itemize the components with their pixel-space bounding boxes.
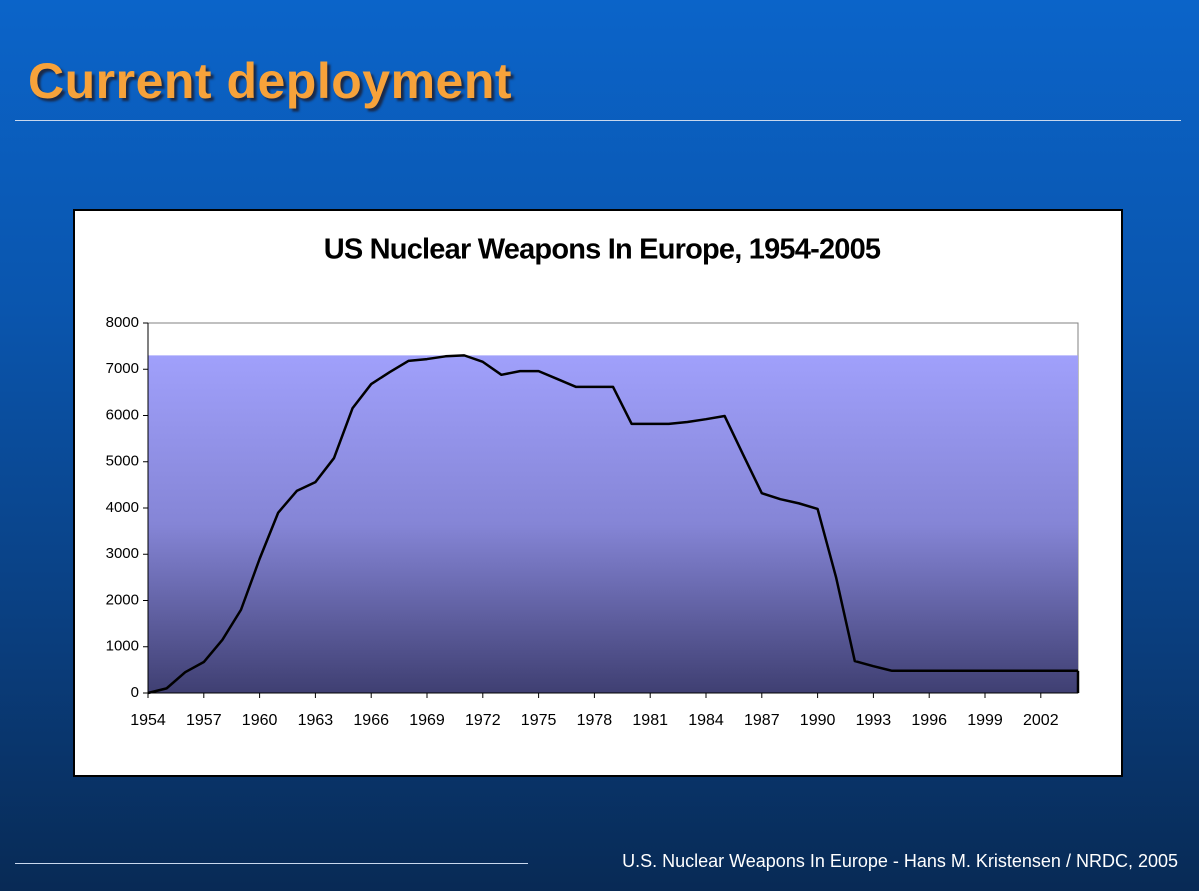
y-tick-label: 7000 <box>106 360 139 377</box>
x-tick-label: 1966 <box>353 712 389 729</box>
x-tick-label: 1987 <box>744 712 780 729</box>
title-rule <box>15 120 1181 121</box>
slide-title: Current deployment <box>28 53 513 109</box>
y-tick-label: 0 <box>131 684 139 701</box>
x-tick-label: 1975 <box>521 712 557 729</box>
data-line <box>147 354 1078 695</box>
footer-rule <box>15 863 528 864</box>
x-tick-label: 1969 <box>409 712 445 729</box>
chart: US Nuclear Weapons In Europe, 1954-2005 … <box>106 234 1080 729</box>
x-tick-label: 1954 <box>130 712 166 729</box>
y-tick-label: 8000 <box>106 314 139 331</box>
y-tick-label: 5000 <box>106 453 139 470</box>
x-tick-label: 1957 <box>186 712 222 729</box>
y-tick-label: 4000 <box>106 499 139 516</box>
y-tick-label: 6000 <box>106 406 139 423</box>
x-tick-label: 1981 <box>632 712 668 729</box>
x-tick-label: 1990 <box>800 712 836 729</box>
plot-fill <box>148 355 1078 693</box>
y-tick-label: 3000 <box>106 545 139 562</box>
x-tick-label: 1993 <box>856 712 892 729</box>
x-tick-label: 1999 <box>967 712 1003 729</box>
y-tick-label: 2000 <box>106 591 139 608</box>
chart-panel: US Nuclear Weapons In Europe, 1954-2005 … <box>73 209 1123 777</box>
y-tick-label: 1000 <box>106 638 139 655</box>
x-tick-label: 1984 <box>688 712 724 729</box>
x-tick-label: 2002 <box>1023 712 1059 729</box>
x-tick-label: 1963 <box>298 712 334 729</box>
x-tick-label: 1972 <box>465 712 501 729</box>
footer: U.S. Nuclear Weapons In Europe - Hans M.… <box>622 851 1178 871</box>
x-tick-label: 1978 <box>577 712 613 729</box>
x-tick-label: 1996 <box>911 712 947 729</box>
chart-title: US Nuclear Weapons In Europe, 1954-2005 <box>324 234 881 266</box>
x-tick-label: 1960 <box>242 712 278 729</box>
